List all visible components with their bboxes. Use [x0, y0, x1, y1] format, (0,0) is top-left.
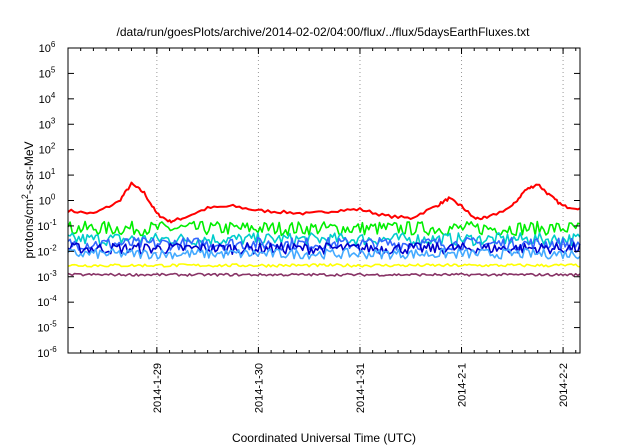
y-tick-base: 10 [39, 145, 51, 157]
series-line-4 [67, 242, 581, 255]
y-tick-label: 10-1 [37, 218, 57, 233]
y-tick-exp: 1 [51, 167, 56, 176]
y-tick-label: 106 [39, 40, 56, 55]
x-axis: 2014-1-29 2014-1-30 2014-1-31 2014-2-1 2014-… [80, 48, 577, 413]
y-axis: 10610510410310210110010-110-210-310-410-… [37, 40, 580, 360]
y-tick-exp: 5 [51, 65, 56, 74]
y-tick-base: 10 [37, 348, 49, 360]
x-tick-label: 2014-1-30 [253, 363, 265, 413]
y-tick-exp: 6 [51, 40, 56, 49]
y-tick-exp: -5 [50, 320, 58, 329]
x-tick-label: 2014-1-31 [355, 363, 367, 413]
y-tick-label: 103 [39, 116, 56, 131]
y-tick-label: 101 [39, 167, 56, 182]
y-tick-exp: 0 [51, 193, 56, 202]
y-tick-base: 10 [37, 297, 49, 309]
y-tick-base: 10 [39, 68, 51, 80]
y-tick-label: 100 [39, 193, 56, 208]
y-tick-label: 102 [39, 142, 56, 157]
y-axis-label-pre: protons/cm [22, 199, 36, 258]
series-line-5 [67, 247, 581, 260]
y-tick-exp: 2 [51, 142, 56, 151]
y-tick-exp: -4 [50, 294, 58, 303]
y-axis-label-sup: 2 [20, 194, 30, 199]
y-tick-base: 10 [37, 221, 49, 233]
y-tick-base: 10 [37, 272, 49, 284]
y-tick-label: 10-2 [37, 243, 57, 258]
x-tick-label: 2014-1-29 [152, 363, 164, 413]
y-tick-exp: -6 [50, 345, 58, 354]
y-tick-base: 10 [39, 43, 51, 55]
y-tick-base: 10 [39, 119, 51, 131]
y-tick-label: 105 [39, 65, 56, 80]
x-axis-label: Coordinated Universal Time (UTC) [232, 431, 416, 445]
series-line-3 [67, 236, 581, 251]
x-tick-label: 2014-2-2 [558, 363, 570, 407]
grid [156, 48, 564, 353]
y-tick-base: 10 [39, 196, 51, 208]
y-tick-label: 10-4 [37, 294, 57, 309]
y-tick-base: 10 [39, 170, 51, 182]
y-tick-exp: -2 [50, 243, 58, 252]
y-tick-label: 10-6 [37, 345, 57, 360]
y-tick-exp: -3 [50, 269, 58, 278]
y-tick-label: 104 [39, 91, 56, 106]
y-axis-label-post: -s-sr-MeV [22, 141, 36, 194]
series-layer [67, 181, 581, 277]
series-line-7 [67, 272, 581, 277]
y-tick-exp: 3 [51, 116, 56, 125]
plot-frame [67, 47, 581, 354]
y-tick-label: 10-5 [37, 320, 57, 335]
y-tick-label: 10-3 [37, 269, 57, 284]
y-axis-label: protons/cm2-s-sr-MeV [20, 141, 36, 258]
x-tick-label: 2014-2-1 [457, 363, 469, 407]
y-tick-base: 10 [37, 323, 49, 335]
y-tick-exp: 4 [51, 91, 56, 100]
series-line-1 [67, 220, 581, 237]
y-tick-base: 10 [39, 94, 51, 106]
chart-title: /data/run/goesPlots/archive/2014-02-02/0… [117, 25, 531, 39]
series-line-0 [67, 181, 581, 224]
series-line-6 [67, 263, 581, 268]
y-tick-base: 10 [37, 246, 49, 258]
y-tick-exp: -1 [50, 218, 58, 227]
